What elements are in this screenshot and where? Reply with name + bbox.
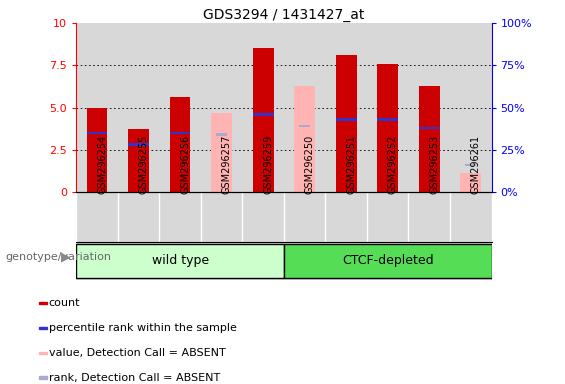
Text: GSM296255: GSM296255 bbox=[138, 135, 149, 195]
Bar bbox=[118, 192, 159, 242]
Bar bbox=[284, 23, 325, 192]
Bar bbox=[419, 86, 440, 192]
Bar bbox=[159, 23, 201, 192]
Bar bbox=[128, 144, 149, 146]
Bar bbox=[299, 125, 310, 127]
Bar bbox=[76, 23, 118, 192]
Text: GSM296256: GSM296256 bbox=[180, 135, 190, 195]
Bar bbox=[284, 192, 325, 242]
Text: ▶: ▶ bbox=[61, 251, 71, 264]
Bar bbox=[170, 98, 190, 192]
Text: genotype/variation: genotype/variation bbox=[6, 252, 112, 262]
Text: percentile rank within the sample: percentile rank within the sample bbox=[49, 323, 237, 333]
Text: GSM296257: GSM296257 bbox=[221, 135, 232, 195]
Bar bbox=[201, 242, 242, 280]
Text: wild type: wild type bbox=[151, 254, 208, 267]
Bar bbox=[294, 86, 315, 192]
Text: GSM296252: GSM296252 bbox=[388, 135, 398, 195]
Bar bbox=[284, 242, 325, 280]
Bar bbox=[450, 192, 492, 242]
Bar bbox=[253, 48, 273, 192]
Bar bbox=[408, 192, 450, 242]
Bar bbox=[367, 192, 408, 242]
Bar bbox=[128, 129, 149, 192]
Bar bbox=[118, 23, 159, 192]
Bar bbox=[118, 242, 159, 280]
Bar bbox=[159, 242, 201, 280]
Bar bbox=[367, 23, 408, 192]
Bar bbox=[419, 127, 440, 129]
Bar bbox=[336, 118, 357, 121]
Text: GSM296254: GSM296254 bbox=[97, 135, 107, 195]
Bar bbox=[216, 133, 227, 136]
Bar bbox=[211, 113, 232, 192]
Bar bbox=[325, 242, 367, 280]
Bar bbox=[170, 132, 190, 134]
Text: count: count bbox=[49, 298, 80, 308]
Bar bbox=[253, 113, 273, 116]
Bar bbox=[76, 242, 118, 280]
Bar bbox=[39, 302, 46, 305]
Text: rank, Detection Call = ABSENT: rank, Detection Call = ABSENT bbox=[49, 373, 220, 383]
Text: value, Detection Call = ABSENT: value, Detection Call = ABSENT bbox=[49, 348, 225, 358]
Bar bbox=[284, 244, 492, 278]
Bar bbox=[76, 244, 284, 278]
Bar bbox=[76, 192, 118, 242]
Bar bbox=[39, 327, 46, 329]
Bar bbox=[450, 23, 492, 192]
Text: CTCF-depleted: CTCF-depleted bbox=[342, 254, 433, 267]
Bar bbox=[242, 242, 284, 280]
Bar bbox=[242, 23, 284, 192]
Bar bbox=[39, 376, 46, 379]
Bar bbox=[325, 23, 367, 192]
Bar bbox=[377, 118, 398, 121]
Bar bbox=[336, 55, 357, 192]
Bar bbox=[86, 108, 107, 192]
Bar bbox=[377, 64, 398, 192]
Text: GSM296250: GSM296250 bbox=[305, 135, 315, 195]
Text: GSM296253: GSM296253 bbox=[429, 135, 439, 195]
Text: GSM296259: GSM296259 bbox=[263, 135, 273, 195]
Bar bbox=[460, 174, 481, 192]
Bar bbox=[408, 23, 450, 192]
Bar bbox=[450, 242, 492, 280]
Bar bbox=[325, 192, 367, 242]
Bar bbox=[367, 242, 408, 280]
Title: GDS3294 / 1431427_at: GDS3294 / 1431427_at bbox=[203, 8, 364, 22]
Bar bbox=[201, 23, 242, 192]
Bar bbox=[465, 164, 476, 166]
Bar bbox=[201, 192, 242, 242]
Text: GSM296261: GSM296261 bbox=[471, 136, 481, 195]
Bar bbox=[39, 352, 46, 354]
Bar bbox=[242, 192, 284, 242]
Bar bbox=[159, 192, 201, 242]
Text: GSM296251: GSM296251 bbox=[346, 135, 356, 195]
Bar bbox=[408, 242, 450, 280]
Bar bbox=[86, 132, 107, 134]
